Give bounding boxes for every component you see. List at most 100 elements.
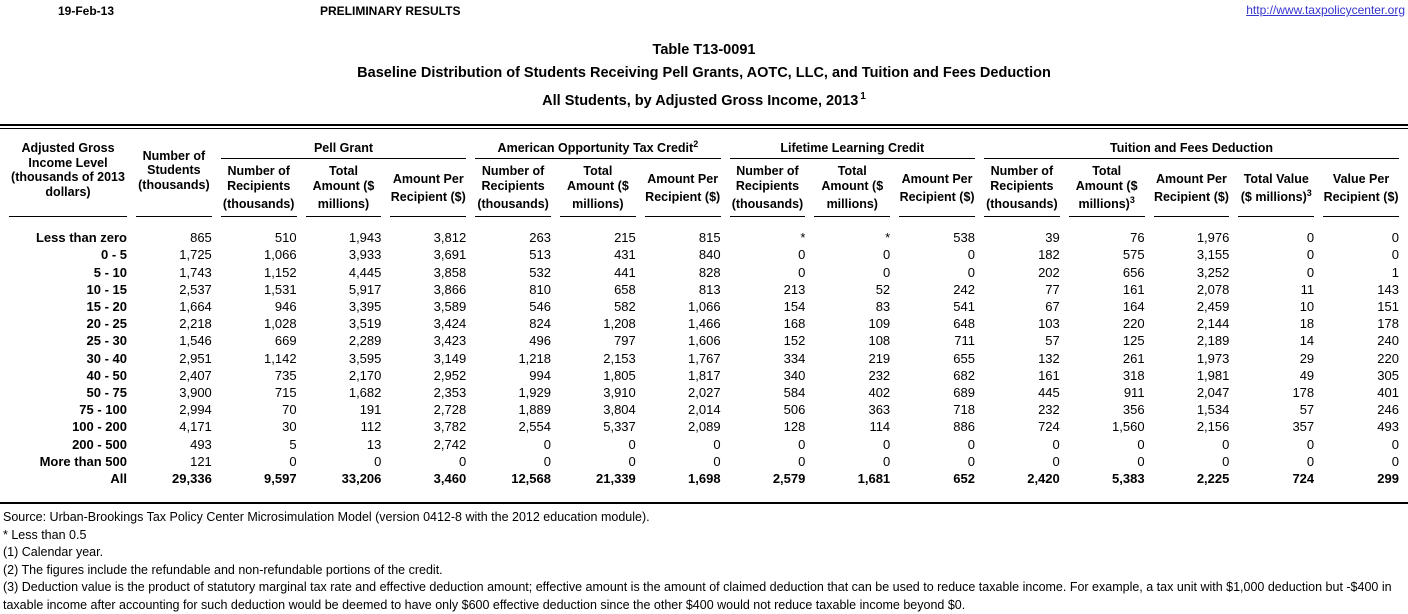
table-cell: 0 <box>628 453 636 469</box>
table-cell: 0 <box>1306 453 1315 469</box>
table-cell: 541 <box>953 298 975 314</box>
table-cell: 0 <box>798 264 806 280</box>
table-cell: 5,383 <box>1112 470 1145 486</box>
footnotes-section: Source: Urban-Brookings Tax Policy Cente… <box>0 502 1408 614</box>
table-cell: 2,728 <box>433 402 467 418</box>
table-cell: 1,681 <box>857 470 891 486</box>
table-cell: 1,743 <box>179 264 212 280</box>
table-row: 0 - 5 1,725 1,066 3,933 3,691 513 431 840 0 0 0 182… <box>9 246 1399 263</box>
table-cell: 2,537 <box>179 281 212 297</box>
col-header-tfd-total-value: Total Value ($ millions)3 <box>1238 159 1315 218</box>
table-cell: 2,027 <box>688 384 721 400</box>
table-row: 75 - 100 2,994 70 191 2,728 1,889 3,804 2,014 50… <box>9 401 1399 418</box>
table-cell: 669 <box>274 333 297 349</box>
col-header-tfd-value-per-recipient: Value Per Recipient ($) <box>1323 159 1399 218</box>
table-row: 30 - 40 2,951 1,142 3,595 3,149 1,218 2,153 1,7… <box>9 350 1399 367</box>
table-cell: 3,252 <box>1196 264 1230 280</box>
table-cell: 191 <box>359 402 382 418</box>
table-cell: 513 <box>529 247 551 263</box>
table-row: 15 - 20 1,664 946 3,395 3,589 546 582 1,066 154 8… <box>9 298 1399 315</box>
table-cell: 840 <box>698 247 721 263</box>
table-cell: 735 <box>274 367 297 383</box>
table-cell: 1,767 <box>688 350 721 366</box>
table-cell: 1 <box>1391 264 1399 280</box>
table-cell: 724 <box>1292 470 1315 486</box>
table-cell: 30 <box>282 419 297 435</box>
table-cell: 810 <box>529 281 551 297</box>
table-cell: 2,170 <box>348 367 382 383</box>
row-label: 15 - 20 <box>86 298 127 314</box>
table-cell: 13 <box>366 436 382 452</box>
table-cell: * <box>800 230 806 246</box>
table-cell: 161 <box>1122 281 1145 297</box>
table-cell: 1,973 <box>1196 350 1230 366</box>
table-cell: 2,952 <box>433 367 467 383</box>
footnote-ref-3: 3 <box>1129 195 1135 206</box>
table-cell: 0 <box>713 436 721 452</box>
table-cell: 125 <box>1122 333 1145 349</box>
table-cell: 0 <box>1222 436 1230 452</box>
col-header-students: Number of Students (thousands) <box>136 129 212 218</box>
table-cell: 3,424 <box>433 316 467 332</box>
row-label: 200 - 500 <box>72 436 127 452</box>
table-cell: 12,568 <box>511 470 551 486</box>
data-table-wrapper: Adjusted Gross Income Level (thousands o… <box>0 123 1408 487</box>
table-cell: 18 <box>1299 316 1315 332</box>
table-cell: 1,929 <box>518 384 551 400</box>
table-cell: 0 <box>1306 230 1315 246</box>
row-label: 100 - 200 <box>72 419 127 435</box>
table-cell: 0 <box>713 453 721 469</box>
group-header-aotc: American Opportunity Tax Credit2 <box>475 129 721 160</box>
table-cell: 2,225 <box>1196 470 1230 486</box>
table-cell: 4,171 <box>179 419 212 435</box>
table-cell: 496 <box>529 333 551 349</box>
table-cell: 1,142 <box>264 350 297 366</box>
row-label: All <box>110 470 127 486</box>
table-cell: 213 <box>783 281 806 297</box>
row-label: 5 - 10 <box>93 264 127 280</box>
table-cell: 0 <box>882 436 891 452</box>
table-cell: 441 <box>614 264 636 280</box>
table-cell: 3,519 <box>348 316 382 332</box>
table-cell: 121 <box>190 453 212 469</box>
table-cell: 2,014 <box>688 402 721 418</box>
table-cell: 334 <box>783 350 806 366</box>
table-cell: 946 <box>274 298 297 314</box>
table-cell: 220 <box>1377 350 1399 366</box>
table-cell: 0 <box>1391 230 1399 246</box>
table-cell: 3,423 <box>433 333 467 349</box>
table-cell: 0 <box>1222 453 1230 469</box>
row-label: 10 - 15 <box>86 281 127 297</box>
table-cell: 5,337 <box>603 419 636 435</box>
table-cell: 3,460 <box>433 470 467 486</box>
table-row: All 29,336 9,597 33,206 3,460 12,568 21,339 1,6… <box>9 470 1399 487</box>
table-cell: 0 <box>1391 247 1399 263</box>
table-cell: 0 <box>289 453 297 469</box>
table-cell: 29,336 <box>172 470 212 486</box>
table-cell: 305 <box>1377 367 1399 383</box>
col-header-tfd-amount-per-recipient: Amount Per Recipient ($) <box>1153 159 1230 218</box>
row-label: 25 - 30 <box>86 333 127 349</box>
table-cell: 994 <box>529 367 551 383</box>
preliminary-results-label: PRELIMINARY RESULTS <box>320 4 461 18</box>
table-cell: 652 <box>953 470 975 486</box>
table-cell: 2,078 <box>1196 281 1230 297</box>
table-cell: 2,153 <box>603 350 636 366</box>
table-cell: 0 <box>798 436 806 452</box>
table-cell: 1,218 <box>518 350 551 366</box>
row-label: 30 - 40 <box>86 350 127 366</box>
table-cell: 824 <box>529 316 551 332</box>
row-label: 50 - 75 <box>86 384 127 400</box>
col-header-llc-recipients: Number of Recipients (thousands) <box>729 159 806 218</box>
table-cell: 0 <box>1306 264 1315 280</box>
taxpolicycenter-link[interactable]: http://www.taxpolicycenter.org <box>1246 3 1405 17</box>
table-header: Adjusted Gross Income Level (thousands o… <box>9 129 1399 218</box>
table-cell: 261 <box>1122 350 1145 366</box>
table-cell: 14 <box>1299 333 1315 349</box>
table-cell: 1,682 <box>348 384 382 400</box>
table-cell: 1,725 <box>179 247 212 263</box>
table-cell: 318 <box>1122 367 1145 383</box>
col-header-aotc-recipients: Number of Recipients (thousands) <box>475 159 551 218</box>
table-row: 100 - 200 4,171 30 112 3,782 2,554 5,337 2,089 1… <box>9 418 1399 435</box>
table-cell: 2,459 <box>1196 298 1230 314</box>
